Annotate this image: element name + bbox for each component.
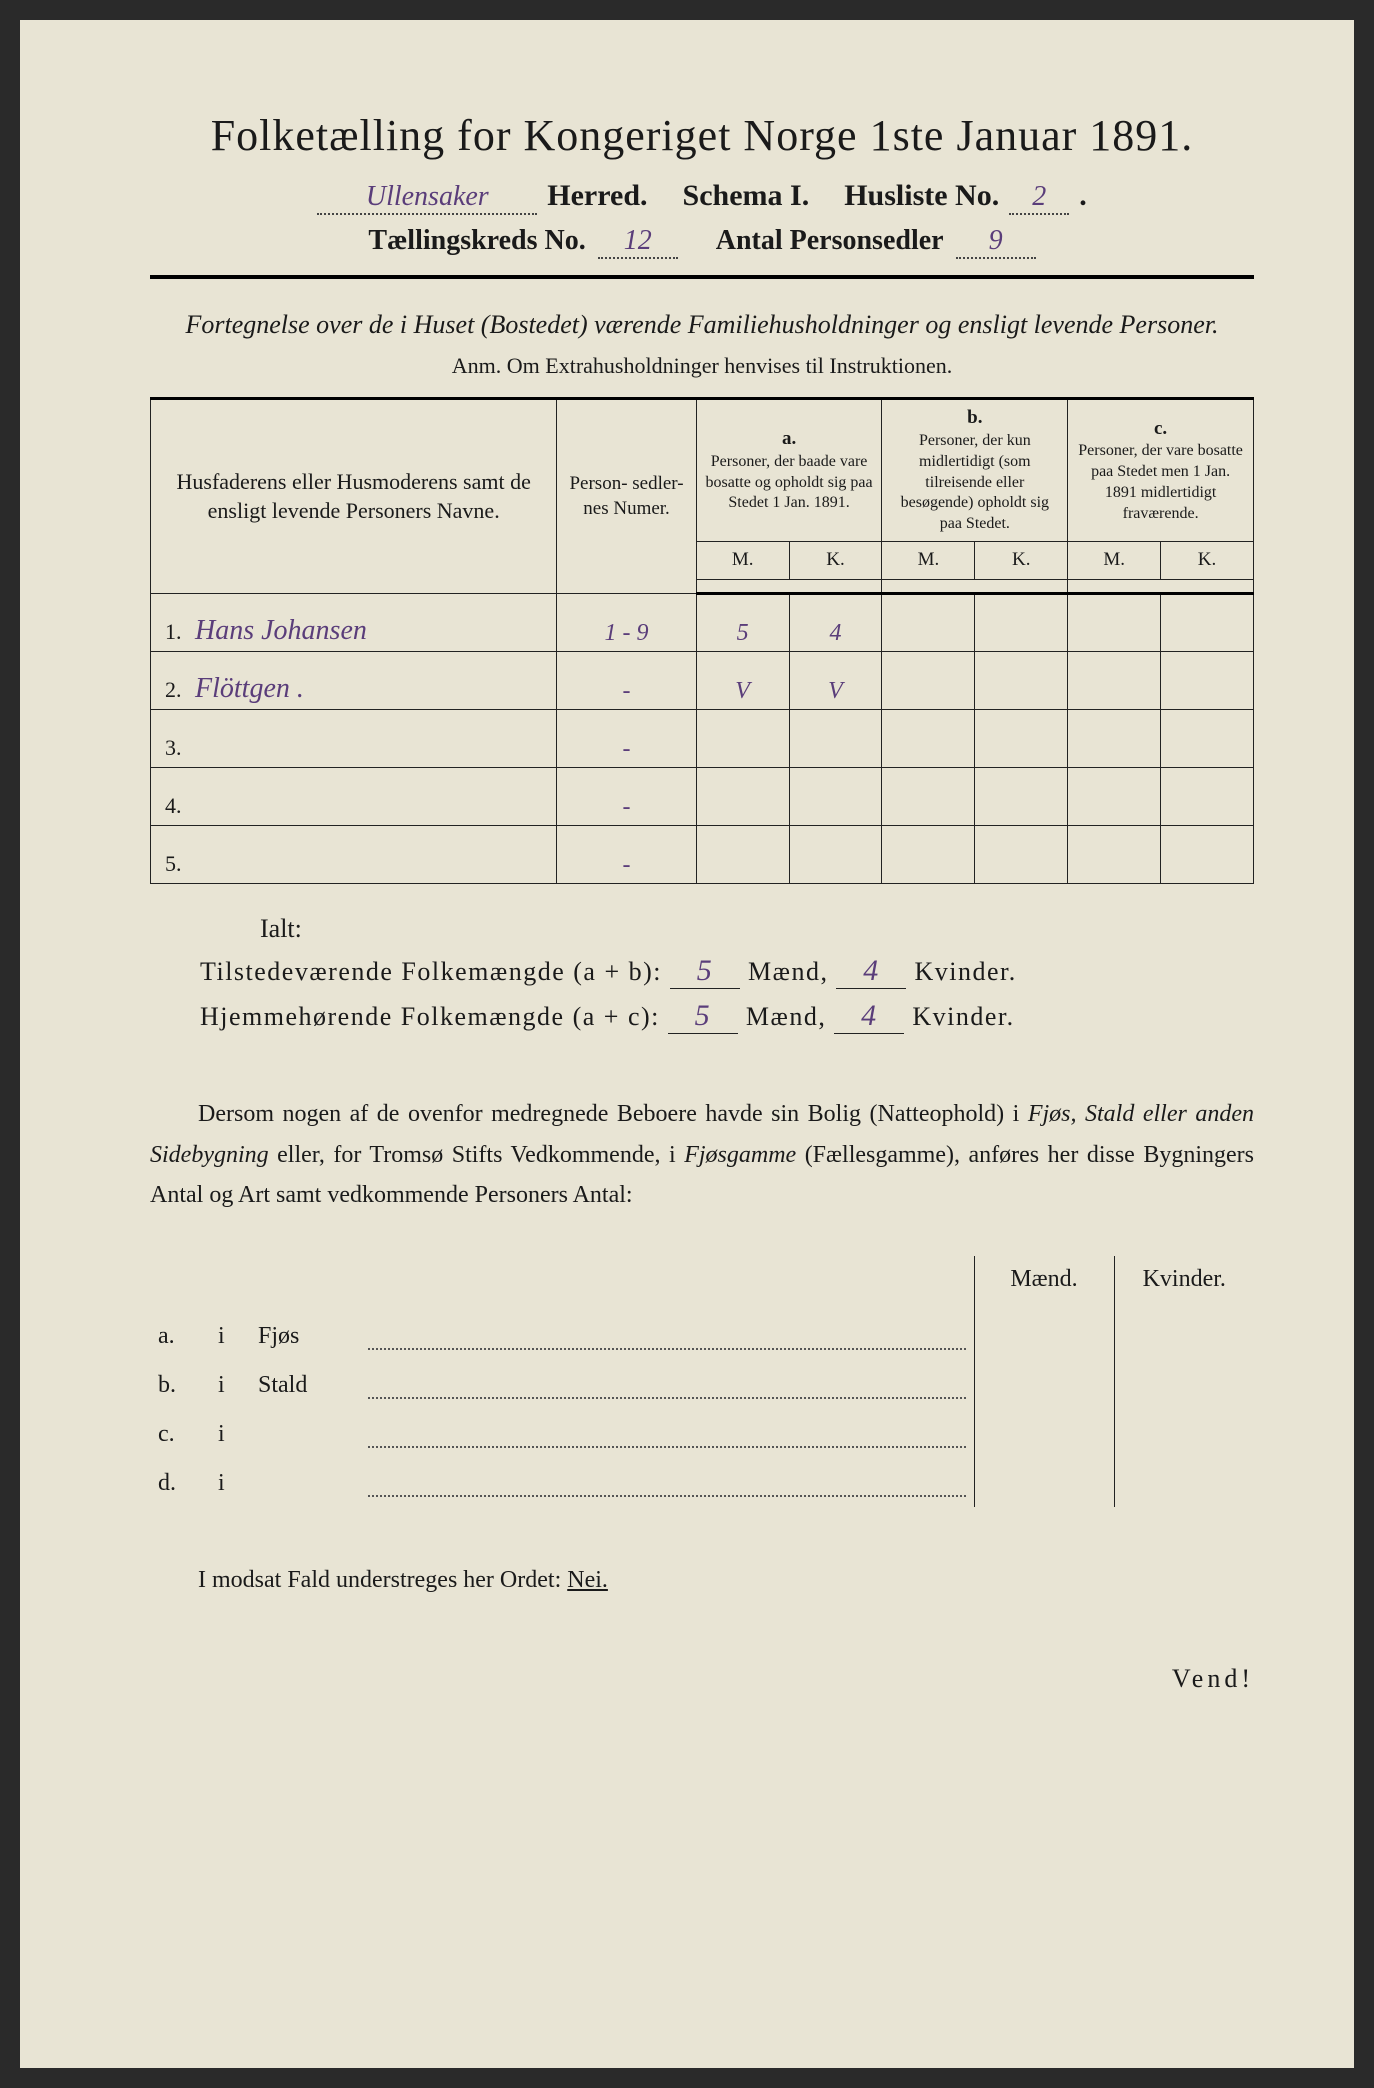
- census-form-page: Folketælling for Kongeriget Norge 1ste J…: [20, 20, 1354, 2068]
- building-row: b. i Stald: [150, 1360, 1254, 1409]
- table-row: 5. -: [151, 825, 1254, 883]
- col-c-m: M.: [1068, 542, 1161, 580]
- description: Fortegnelse over de i Huset (Bostedet) v…: [150, 307, 1254, 343]
- building-paragraph: Dersom nogen af de ovenfor medregnede Be…: [150, 1094, 1254, 1216]
- home-k: 4: [834, 999, 904, 1034]
- col-header-name: Husfaderens eller Husmoderens samt de en…: [151, 399, 557, 593]
- building-row: a. i Fjøs: [150, 1311, 1254, 1360]
- table-row: 3. -: [151, 709, 1254, 767]
- building-row: c. i: [150, 1409, 1254, 1458]
- col-header-a: a. Personer, der baade vare bosatte og o…: [696, 399, 882, 542]
- building-table: Mænd. Kvinder. a. i Fjøs b. i Stald c. i…: [150, 1256, 1254, 1507]
- page-title: Folketælling for Kongeriget Norge 1ste J…: [150, 110, 1254, 161]
- schema-label: Schema I.: [683, 179, 810, 213]
- table-row: 1. Hans Johansen 1 - 9 5 4: [151, 593, 1254, 651]
- col-a-m: M.: [696, 542, 789, 580]
- herred-value: Ullensaker: [317, 181, 537, 215]
- col-a-k: K.: [789, 542, 882, 580]
- household-table: Husfaderens eller Husmoderens samt de en…: [150, 397, 1254, 883]
- sedler-value: 9: [956, 225, 1036, 259]
- kreds-value: 12: [598, 225, 678, 259]
- col-c-k: K.: [1161, 542, 1254, 580]
- table-row: 2. Flöttgen . - V V: [151, 651, 1254, 709]
- nei-word: Nei.: [567, 1567, 608, 1593]
- present-k: 4: [836, 954, 906, 989]
- total-present: Tilstedeværende Folkemængde (a + b): 5 M…: [200, 954, 1254, 989]
- herred-label: Herred.: [547, 179, 647, 213]
- bt-maend-head: Mænd.: [974, 1256, 1114, 1311]
- present-m: 5: [670, 954, 740, 989]
- col-header-c: c. Personer, der vare bosatte paa Stedet…: [1068, 399, 1254, 542]
- total-home: Hjemmehørende Folkemængde (a + c): 5 Mæn…: [200, 999, 1254, 1034]
- sedler-label: Antal Personsedler: [716, 225, 944, 257]
- husliste-label: Husliste No.: [844, 179, 999, 213]
- header-row-2: Tællingskreds No. 12 Antal Personsedler …: [150, 225, 1254, 259]
- bt-kvinder-head: Kvinder.: [1114, 1256, 1254, 1311]
- col-b-k: K.: [975, 542, 1068, 580]
- husliste-value: 2: [1009, 181, 1069, 215]
- annotation: Anm. Om Extrahusholdninger henvises til …: [150, 353, 1254, 379]
- building-row: d. i: [150, 1458, 1254, 1507]
- col-header-numer: Person- sedler- nes Numer.: [557, 399, 696, 593]
- header-row-1: Ullensaker Herred. Schema I. Husliste No…: [150, 179, 1254, 215]
- home-m: 5: [668, 999, 738, 1034]
- col-header-b: b. Personer, der kun midlertidigt (som t…: [882, 399, 1068, 542]
- nei-line: I modsat Fald understreges her Ordet: Ne…: [150, 1567, 1254, 1594]
- ialt-label: Ialt:: [260, 914, 1254, 944]
- kreds-label: Tællingskreds No.: [368, 225, 585, 257]
- col-b-m: M.: [882, 542, 975, 580]
- vend-label: Vend!: [150, 1664, 1254, 1694]
- divider: [150, 275, 1254, 279]
- table-row: 4. -: [151, 767, 1254, 825]
